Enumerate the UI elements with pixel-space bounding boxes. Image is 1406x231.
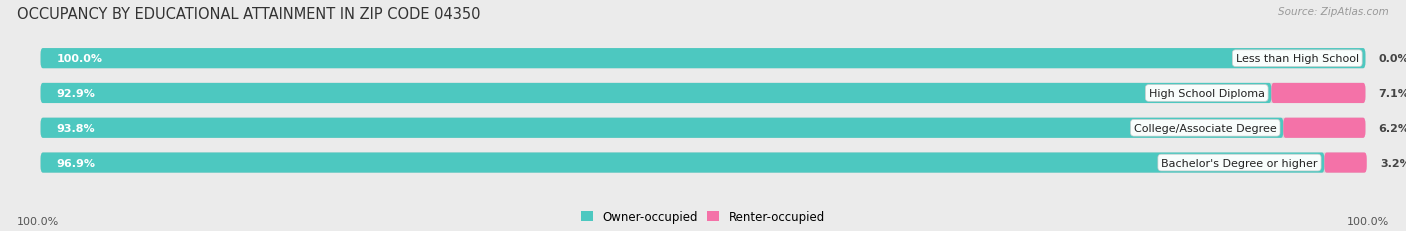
Text: 92.9%: 92.9% [56, 88, 96, 99]
FancyBboxPatch shape [1271, 84, 1365, 103]
Text: 100.0%: 100.0% [1347, 216, 1389, 226]
FancyBboxPatch shape [41, 153, 1324, 173]
FancyBboxPatch shape [1284, 118, 1365, 138]
Legend: Owner-occupied, Renter-occupied: Owner-occupied, Renter-occupied [579, 207, 827, 225]
Text: 0.0%: 0.0% [1379, 54, 1406, 64]
Text: Bachelor's Degree or higher: Bachelor's Degree or higher [1161, 158, 1317, 168]
FancyBboxPatch shape [41, 49, 1365, 69]
Text: 100.0%: 100.0% [56, 54, 103, 64]
Text: 93.8%: 93.8% [56, 123, 96, 133]
Text: 96.9%: 96.9% [56, 158, 96, 168]
Text: College/Associate Degree: College/Associate Degree [1133, 123, 1277, 133]
FancyBboxPatch shape [41, 84, 1365, 103]
Text: 6.2%: 6.2% [1379, 123, 1406, 133]
FancyBboxPatch shape [41, 84, 1271, 103]
Text: Less than High School: Less than High School [1236, 54, 1358, 64]
FancyBboxPatch shape [41, 118, 1365, 138]
Text: OCCUPANCY BY EDUCATIONAL ATTAINMENT IN ZIP CODE 04350: OCCUPANCY BY EDUCATIONAL ATTAINMENT IN Z… [17, 7, 481, 22]
Text: 7.1%: 7.1% [1379, 88, 1406, 99]
Text: Source: ZipAtlas.com: Source: ZipAtlas.com [1278, 7, 1389, 17]
FancyBboxPatch shape [1324, 153, 1367, 173]
Text: 3.2%: 3.2% [1381, 158, 1406, 168]
FancyBboxPatch shape [41, 153, 1365, 173]
Text: 100.0%: 100.0% [17, 216, 59, 226]
Text: High School Diploma: High School Diploma [1149, 88, 1265, 99]
FancyBboxPatch shape [41, 118, 1284, 138]
FancyBboxPatch shape [41, 49, 1365, 69]
